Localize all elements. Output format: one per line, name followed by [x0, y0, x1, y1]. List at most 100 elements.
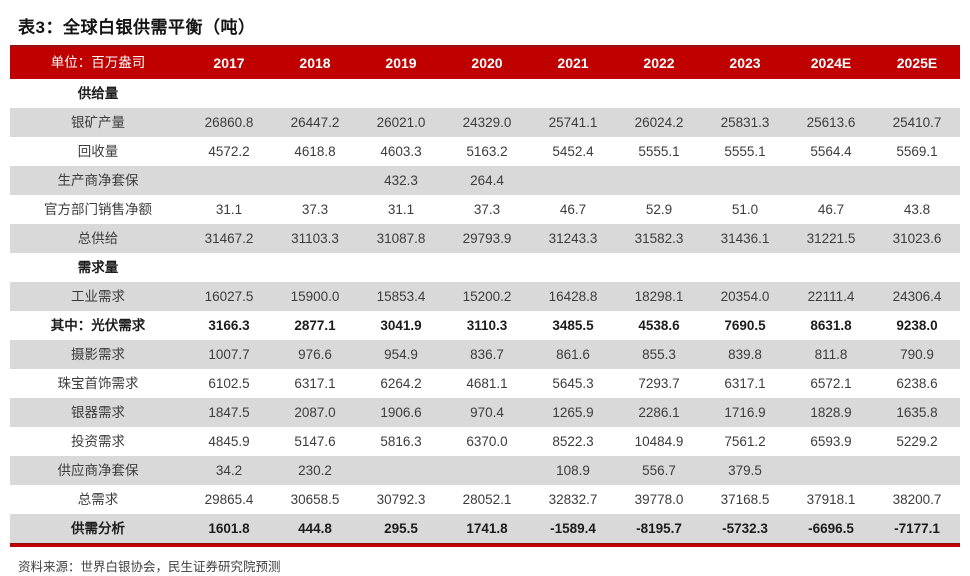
table-row: 摄影需求 1007.7 976.6 954.9 836.7 861.6 855.3 839.8… — [10, 340, 960, 369]
table-row: 其中：光伏需求 3166.3 2877.1 3041.9 3110.3 3485.5 453… — [10, 311, 960, 340]
value-cell: 25741.1 — [548, 115, 598, 130]
value-cell: 7690.5 — [724, 318, 766, 333]
value-cell: 9238.0 — [896, 318, 938, 333]
table-row: 供给量 — [10, 79, 960, 108]
value-cell: 6264.2 — [380, 376, 422, 391]
table-row: 供应商净套保 34.2 230.2 108.9 556.7 379.5 — [10, 456, 960, 485]
value-cell: 790.9 — [900, 347, 934, 362]
value-cell: 1847.5 — [208, 405, 250, 420]
value-cell: 26860.8 — [204, 115, 254, 130]
value-cell: 15900.0 — [290, 289, 340, 304]
year-header: 2024E — [810, 55, 852, 71]
value-cell: 4845.9 — [208, 434, 250, 449]
value-cell: 31436.1 — [720, 231, 770, 246]
value-cell: 37918.1 — [806, 492, 856, 507]
value-cell: 4603.3 — [380, 144, 422, 159]
table-row: 工业需求 16027.5 15900.0 15853.4 15200.2 16428.8 1… — [10, 282, 960, 311]
table-body: 供给量 银矿产量 26860.8 26447.2 26021.0 24329.0 25741… — [10, 79, 960, 543]
source-note: 资料来源：世界白银协会，民生证券研究院预测 — [18, 560, 281, 574]
value-cell: 18298.1 — [634, 289, 684, 304]
table-row: 投资需求 4845.9 5147.6 5816.3 6370.0 8522.3 10484.… — [10, 427, 960, 456]
value-cell: 38200.7 — [892, 492, 942, 507]
value-cell: 15853.4 — [376, 289, 426, 304]
row-label: 供给量 — [77, 86, 119, 101]
value-cell: 5564.4 — [810, 144, 852, 159]
value-cell: 1828.9 — [810, 405, 852, 420]
value-cell: 31467.2 — [204, 231, 254, 246]
value-cell: 954.9 — [384, 347, 418, 362]
value-cell: -1589.4 — [550, 521, 596, 536]
value-cell: 3041.9 — [380, 318, 422, 333]
value-cell: 31221.5 — [806, 231, 856, 246]
value-cell: 2087.0 — [294, 405, 336, 420]
value-cell: 5147.6 — [294, 434, 336, 449]
value-cell: 855.3 — [642, 347, 676, 362]
table-row: 生产商净套保 432.3 264.4 — [10, 166, 960, 195]
page-title: 表3：全球白银供需平衡（吨） — [18, 18, 256, 37]
value-cell: 20354.0 — [720, 289, 770, 304]
value-cell: 22111.4 — [807, 289, 855, 304]
value-cell: 37.3 — [301, 202, 329, 217]
value-cell: 16428.8 — [548, 289, 598, 304]
value-cell: 31.1 — [215, 202, 243, 217]
value-cell: 25831.3 — [720, 115, 770, 130]
value-cell: 10484.9 — [634, 434, 684, 449]
value-cell: 24329.0 — [462, 115, 512, 130]
value-cell: 46.7 — [817, 202, 845, 217]
value-cell: 37168.5 — [720, 492, 770, 507]
row-label: 总供给 — [77, 231, 119, 246]
value-cell: 16027.5 — [204, 289, 254, 304]
value-cell: 432.3 — [384, 173, 418, 188]
row-label: 投资需求 — [71, 434, 125, 449]
value-cell: -7177.1 — [894, 521, 940, 536]
value-cell: 6593.9 — [810, 434, 852, 449]
value-cell: -6696.5 — [808, 521, 854, 536]
value-cell: 6572.1 — [810, 376, 852, 391]
value-cell: 556.7 — [642, 463, 676, 478]
value-cell: 5816.3 — [380, 434, 422, 449]
value-cell: 1601.8 — [208, 521, 250, 536]
value-cell: 30792.3 — [376, 492, 426, 507]
row-label: 银矿产量 — [71, 115, 125, 130]
value-cell: 26447.2 — [290, 115, 340, 130]
bottom-rule — [10, 543, 960, 547]
value-cell: 1906.6 — [380, 405, 422, 420]
value-cell: 108.9 — [556, 463, 590, 478]
value-cell: -8195.7 — [636, 521, 682, 536]
value-cell: 31023.6 — [892, 231, 942, 246]
value-cell: 5163.2 — [466, 144, 508, 159]
year-header: 2017 — [213, 55, 245, 71]
value-cell: 4538.6 — [638, 318, 680, 333]
row-label: 总需求 — [77, 492, 119, 507]
table-row: 总供给 31467.2 31103.3 31087.8 29793.9 31243.3 31… — [10, 224, 960, 253]
value-cell: 1716.9 — [724, 405, 766, 420]
unit-label: 单位：百万盎司 — [50, 55, 146, 70]
value-cell: 3110.3 — [466, 318, 508, 333]
value-cell: 6317.1 — [294, 376, 336, 391]
year-header: 2022 — [643, 55, 675, 71]
table-row: 银矿产量 26860.8 26447.2 26021.0 24329.0 25741.1 2… — [10, 108, 960, 137]
year-header: 2019 — [385, 55, 417, 71]
row-label: 需求量 — [77, 260, 119, 275]
value-cell: 31103.3 — [291, 231, 339, 246]
value-cell: 28052.1 — [462, 492, 512, 507]
value-cell: 5229.2 — [896, 434, 938, 449]
row-label: 生产商净套保 — [57, 173, 139, 188]
value-cell: 30658.5 — [290, 492, 340, 507]
row-label: 珠宝首饰需求 — [57, 376, 139, 391]
value-cell: 6317.1 — [724, 376, 766, 391]
value-cell: 2286.1 — [638, 405, 680, 420]
value-cell: 4572.2 — [208, 144, 250, 159]
row-label: 供应商净套保 — [57, 463, 139, 478]
value-cell: 43.8 — [903, 202, 931, 217]
value-cell: 839.8 — [728, 347, 762, 362]
table-header-row: 单位：百万盎司 2017 2018 2019 2020 2021 2022 2023 2024… — [10, 45, 960, 79]
value-cell: 970.4 — [470, 405, 504, 420]
value-cell: 29865.4 — [204, 492, 254, 507]
value-cell: 230.2 — [298, 463, 332, 478]
value-cell: 32832.7 — [548, 492, 598, 507]
table-row: 需求量 — [10, 253, 960, 282]
value-cell: 3166.3 — [208, 318, 250, 333]
table-row: 回收量 4572.2 4618.8 4603.3 5163.2 5452.4 5555.1 5… — [10, 137, 960, 166]
row-label: 摄影需求 — [71, 347, 125, 362]
